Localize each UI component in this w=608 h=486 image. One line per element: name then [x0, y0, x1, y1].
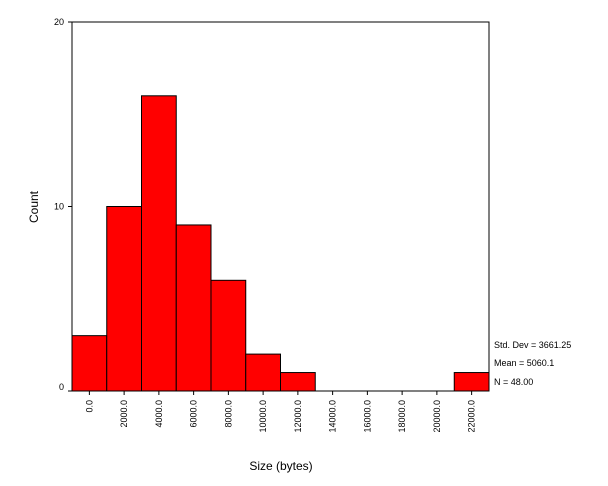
mean-label: Mean = 5060.1 [494, 358, 554, 368]
bars-layer [71, 95, 490, 392]
bar-8000.0 [210, 279, 247, 392]
bar-12000.0 [280, 372, 316, 392]
bar-2000.0 [106, 206, 142, 392]
n-label: N = 48.00 [494, 377, 533, 387]
y-tick-label: 0 [59, 382, 64, 392]
x-tick-label: 18000.0 [397, 400, 407, 433]
x-tick-label: 8000.0 [223, 400, 233, 428]
x-tick-label: 10000.0 [258, 400, 268, 433]
y-axis-title: Count [27, 190, 41, 223]
y-tick-label: 10 [54, 202, 64, 212]
std-dev-label: Std. Dev = 3661.25 [494, 340, 571, 350]
bar-10000.0 [245, 353, 281, 392]
x-tick-label: 12000.0 [293, 400, 303, 433]
x-tick-label: 14000.0 [328, 400, 338, 433]
x-tick-label: 4000.0 [154, 400, 164, 428]
x-tick-label: 22000.0 [467, 400, 477, 433]
x-tick-label: 6000.0 [189, 400, 199, 428]
x-tick-label: 2000.0 [119, 400, 129, 428]
bar-6000.0 [175, 224, 212, 392]
y-tick-label: 20 [54, 17, 64, 27]
summary-statistics: Std. Dev = 3661.25 Mean = 5060.1 N = 48.… [494, 340, 571, 387]
bar-4000.0 [141, 95, 177, 392]
y-axis: 0 10 20 [54, 17, 72, 392]
x-tick-label: 16000.0 [362, 400, 372, 433]
x-axis-title: Size (bytes) [249, 459, 312, 473]
x-axis: 0.0 2000.0 4000.0 6000.0 8000.0 10000.0 12000.… [84, 391, 477, 433]
x-tick-label: 20000.0 [432, 400, 442, 433]
x-tick-label: 0.0 [84, 400, 94, 413]
bar-22000.0 [453, 372, 490, 392]
bar-0.0 [71, 335, 108, 392]
